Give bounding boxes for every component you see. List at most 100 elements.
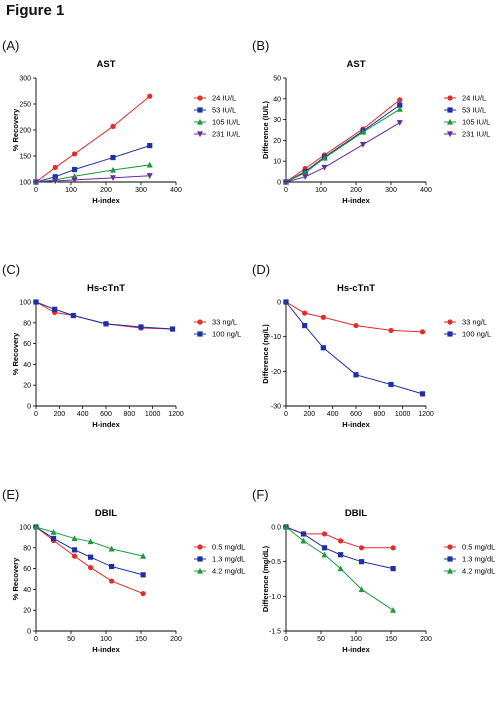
x-axis-label: H-index [342, 420, 370, 429]
legend-item: 33 ng/L [444, 318, 487, 327]
data-point [397, 97, 403, 103]
legend-item: 105 IU/L [194, 118, 240, 127]
legend-label: 231 IU/L [212, 130, 240, 139]
legend-item: 1.3 mg/dL [194, 555, 245, 564]
series-0-5-mg-dl [33, 524, 146, 597]
panel-d: (D) Hs-cTnT 0 200 400 600 800 1000 1200 0 -10 -20 -… [250, 262, 500, 462]
x-tick-label: 200 [100, 187, 112, 194]
data-point [50, 529, 57, 535]
data-point [283, 179, 289, 186]
data-point [169, 326, 176, 332]
series-line [35, 95, 151, 183]
legend-item: 4.2 mg/dL [194, 567, 245, 576]
series-33-ng-l [33, 299, 176, 332]
data-point [110, 175, 116, 182]
data-point [390, 607, 397, 613]
data-point [140, 552, 147, 559]
data-point [108, 545, 115, 552]
data-point [353, 322, 359, 329]
legend-item: 100 ng/L [444, 330, 491, 339]
y-axis-label: Difference (ng/L) [261, 324, 270, 384]
x-tick-label: 400 [327, 411, 339, 418]
x-tick-label: 50 [317, 636, 325, 643]
y-tick-label: 20 [23, 383, 31, 390]
series-line [285, 526, 394, 611]
data-point [70, 312, 76, 319]
y-tick-label: -1.5 [269, 629, 281, 636]
panel-label: (B) [252, 38, 270, 53]
data-point [338, 538, 344, 544]
panel-label: (A) [2, 38, 20, 53]
data-point [360, 128, 366, 135]
y-tick-label: 10 [273, 159, 281, 166]
y-axis-label: Difference (IU/L) [261, 101, 270, 159]
series-100-ng-l [283, 299, 426, 397]
legend-item: 231 IU/L [444, 130, 490, 139]
legend-label: 53 IU/L [212, 106, 236, 115]
legend-item: 100 ng/L [194, 330, 241, 339]
legend-item: 24 IU/L [444, 94, 486, 103]
x-tick-label: 200 [170, 636, 182, 643]
data-point [300, 537, 307, 544]
y-tick-label: 20 [23, 608, 31, 615]
x-axis-label: H-index [92, 645, 120, 654]
data-point [88, 554, 94, 560]
x-tick-label: 150 [135, 636, 147, 643]
y-tick-label: 0 [27, 629, 31, 636]
x-tick-label: 600 [350, 411, 362, 418]
series-33-ng-l [283, 299, 426, 335]
series-line [285, 526, 394, 570]
data-point [33, 523, 39, 530]
panel-c: (C) Hs-cTnT 0 200 400 600 800 1000 1200 0 20 40 60 8… [0, 262, 250, 462]
panel-label: (C) [2, 262, 21, 277]
x-axis-label: H-index [92, 196, 120, 205]
legend-marker [447, 95, 453, 101]
figure-title: Figure 1 [6, 2, 65, 19]
legend-marker [197, 131, 203, 138]
x-tick-label: 100 [100, 636, 112, 643]
series-53-iu-l [33, 143, 153, 185]
x-tick-label: 0 [34, 636, 38, 643]
y-tick-label: -20 [271, 369, 281, 376]
legend-label: 33 ng/L [462, 318, 487, 327]
y-tick-label: 40 [273, 96, 281, 103]
legend-marker [197, 95, 203, 101]
legend-marker [447, 118, 453, 125]
data-point [320, 345, 326, 351]
y-tick-label: 60 [23, 341, 31, 348]
data-point [300, 531, 307, 537]
y-tick-label: 100 [19, 300, 31, 307]
legend-item: 53 IU/L [444, 106, 486, 115]
x-tick-label: 200 [53, 411, 65, 418]
legend-label: 4.2 mg/dL [212, 567, 245, 576]
data-point [390, 566, 396, 572]
data-point [397, 102, 403, 108]
y-tick-label: 150 [19, 154, 31, 161]
x-tick-label: 800 [123, 411, 135, 418]
legend-item: 4.2 mg/dL [444, 567, 495, 576]
legend-label: 24 IU/L [212, 94, 236, 103]
data-point [110, 166, 116, 173]
chart-hs-ctnt-recovery: Hs-cTnT 0 200 400 600 800 1000 1200 0 20 40 60 80 100… [11, 283, 241, 429]
data-point [71, 151, 78, 157]
data-point [33, 299, 39, 305]
series-line [285, 301, 423, 333]
chart-hs-ctnt-difference: Hs-cTnT 0 200 400 600 800 1000 1200 0 -10 -20 -30 H-… [261, 283, 491, 429]
legend-marker [197, 331, 203, 337]
legend-marker [447, 107, 453, 113]
legend-label: 231 IU/L [462, 130, 490, 139]
x-tick-label: 400 [170, 187, 182, 194]
data-point [321, 545, 328, 551]
panel-label: (D) [252, 262, 271, 277]
legend-marker [197, 544, 203, 550]
data-point [321, 154, 328, 161]
legend-label: 24 IU/L [462, 94, 486, 103]
y-axis-label: % Recovery [11, 332, 20, 375]
data-point [390, 545, 396, 551]
legend-label: 1.3 mg/dL [212, 555, 245, 564]
data-point [359, 559, 365, 565]
data-point [419, 329, 426, 335]
legend-label: 105 IU/L [212, 118, 240, 127]
y-tick-label: 30 [273, 117, 281, 124]
